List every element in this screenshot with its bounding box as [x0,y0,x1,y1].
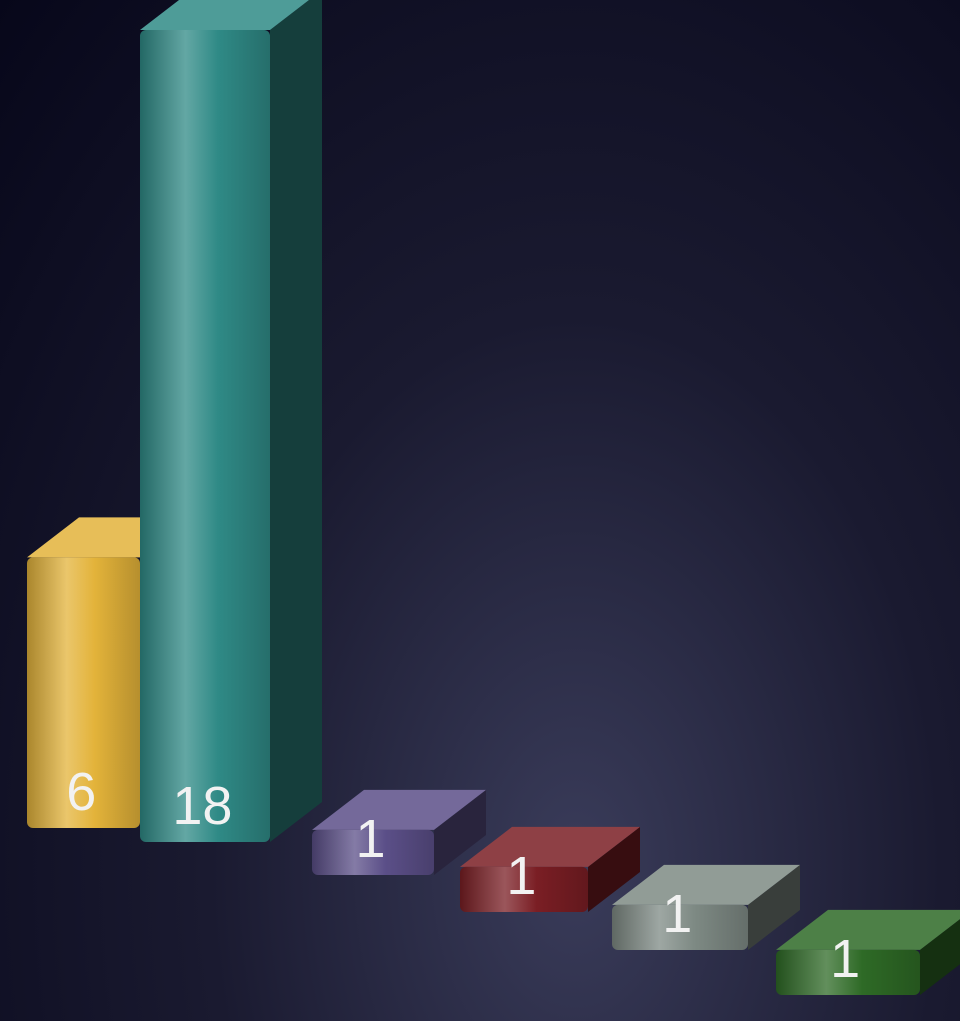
bar-4: 1 [460,826,640,912]
bar-top-face [312,789,486,830]
bar-5: 1 [612,864,800,950]
bar-6: 1 [776,909,960,995]
bar-front-face [776,949,920,995]
bar-value-label: 6 [66,762,96,822]
bars-group: 6 18 1 1 1 1 [27,0,960,995]
bar-2: 18 [140,0,322,842]
bar-side-face [748,864,800,950]
bar-side-face [270,0,322,842]
bar-top-face [776,909,960,950]
bar-value-label: 1 [830,929,860,989]
bar-value-label: 18 [172,776,232,836]
bar-top-face [460,826,640,867]
bar-front-face [612,904,748,950]
bar-front-face [312,829,434,875]
bar-front-face [140,30,270,842]
bar-side-face [588,826,640,912]
bar-front-face [27,557,140,828]
bar-front-face [460,866,588,912]
bar-top-face [140,0,309,30]
bar-value-label: 1 [662,884,692,944]
bar-side-face [920,919,960,995]
bar-value-label: 1 [506,846,536,906]
bar-top-face [612,864,800,905]
bar-value-label: 1 [356,809,386,869]
bar-3: 1 [312,789,486,875]
bar-side-face [434,789,486,875]
